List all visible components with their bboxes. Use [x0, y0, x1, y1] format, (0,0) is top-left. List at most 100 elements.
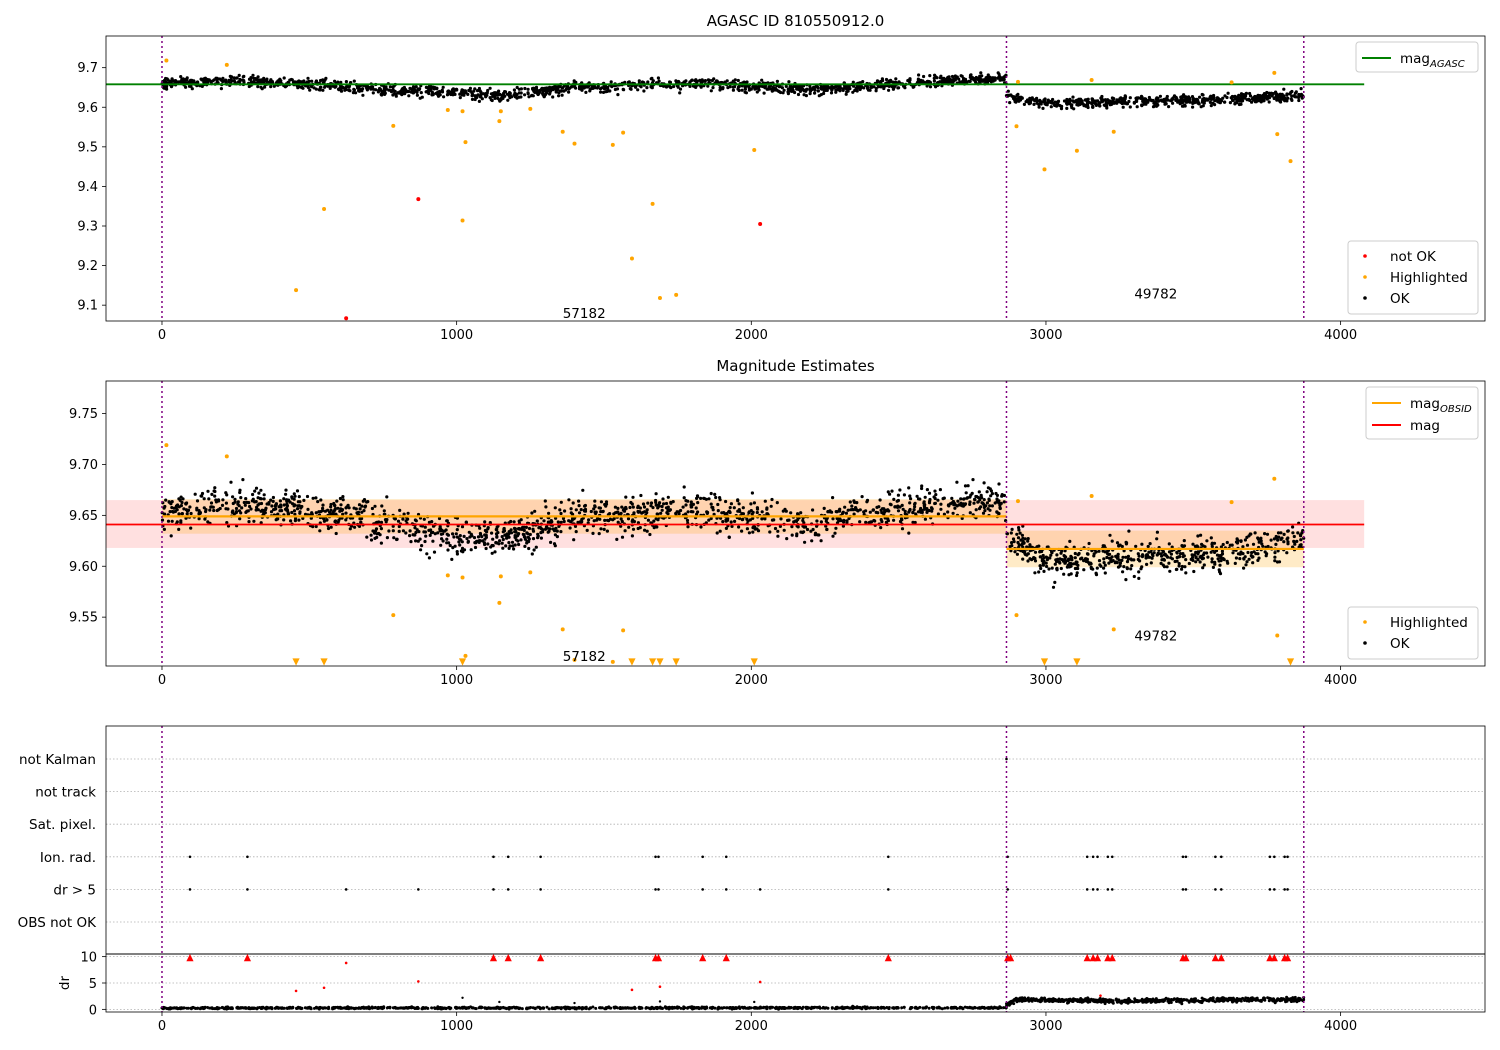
estimates-ok-point [1038, 564, 1042, 568]
flag-point [1273, 855, 1276, 859]
estimates-ok-point [1249, 554, 1253, 558]
estimates-ok-point [519, 518, 523, 522]
agasc-ok-point [927, 80, 931, 84]
estimates-ok-point [968, 511, 972, 515]
estimates-ok-point [995, 493, 1000, 497]
agasc-ok-point [957, 77, 961, 81]
estimates-ok-point [1072, 562, 1076, 566]
estimates-ok-point [585, 528, 589, 533]
estimates-ok-point [628, 505, 632, 510]
estimates-ok-point [252, 519, 256, 523]
estimates-ok-point [689, 510, 694, 514]
agasc-ok-point [1135, 105, 1139, 109]
estimates-ok-point [946, 510, 950, 514]
agasc-ytick-label: 9.6 [77, 101, 98, 116]
estimates-ok-point [724, 526, 729, 531]
estimates-ok-point [292, 492, 296, 496]
estimates-ok-point [778, 524, 783, 529]
agasc-ok-point [195, 80, 200, 84]
agasc-ok-point [1239, 102, 1243, 106]
estimates-ok-point [1196, 534, 1200, 538]
estimates-below-range-marker [648, 658, 657, 666]
estimates-highlighted-point [560, 627, 565, 632]
estimates-ok-point [516, 533, 520, 537]
estimates-ok-point [504, 544, 508, 548]
estimates-ok-point [1273, 559, 1277, 563]
estimates-below-range-marker [1286, 658, 1295, 666]
agasc-ok-point [519, 87, 524, 91]
estimates-ok-point [458, 543, 462, 547]
estimates-ok-point [874, 510, 878, 514]
agasc-ok-point [777, 90, 781, 94]
estimates-ok-point [206, 520, 210, 524]
estimates-ok-point [460, 540, 464, 544]
estimates-ok-point [622, 509, 627, 513]
agasc-ok-point [744, 91, 749, 95]
flag-point [1283, 855, 1286, 859]
estimates-ok-point [177, 512, 181, 516]
estimates-ok-point [414, 519, 418, 523]
estimates-ok-point [1050, 550, 1054, 554]
estimates-ok-point [749, 502, 753, 506]
estimates-ok-point [1067, 573, 1071, 577]
estimates-ok-point [696, 501, 700, 505]
agasc-ok-point [227, 78, 231, 82]
estimates-ok-point [1272, 537, 1276, 541]
agasc-ok-point [928, 74, 932, 78]
agasc-ok-point [538, 90, 542, 94]
estimates-ok-point [825, 516, 829, 521]
agasc-ok-point [884, 77, 889, 82]
estimates-ok-point [568, 526, 572, 530]
estimates-ok-point [632, 511, 636, 515]
agasc-ok-point [707, 78, 712, 82]
agasc-ok-point [584, 90, 588, 94]
agasc-ok-point [1037, 105, 1041, 109]
estimates-ok-point [282, 503, 286, 507]
agasc-ok-point [391, 93, 395, 97]
agasc-ok-point [961, 78, 966, 83]
estimates-ok-point [251, 492, 255, 497]
agasc-ok-point [1290, 98, 1294, 102]
estimates-ok-point [608, 511, 612, 516]
agasc-ok-point [352, 79, 356, 83]
agasc-ok-point [1165, 94, 1169, 99]
estimates-ok-point [985, 501, 990, 505]
estimates-ok-point [202, 497, 206, 501]
estimates-ok-point [404, 519, 408, 523]
estimates-ok-point [747, 531, 752, 535]
estimates-ok-point [810, 539, 814, 543]
agasc-ok-point [1120, 101, 1124, 106]
estimates-ok-point [901, 507, 905, 511]
agasc-ok-point [440, 90, 445, 94]
estimates-ok-point [1252, 550, 1256, 554]
estimates-ok-point [888, 502, 892, 506]
estimates-ok-point [483, 520, 487, 524]
estimates-ok-point [677, 510, 681, 514]
agasc-ok-point [709, 89, 713, 93]
agasc-ok-point [710, 78, 715, 83]
agasc-ok-point [736, 78, 740, 83]
agasc-ok-point [1208, 100, 1212, 104]
estimates-ok-point [1115, 541, 1120, 545]
estimates-ytick-label: 9.75 [69, 407, 98, 422]
agasc-ok-point [1206, 98, 1210, 102]
estimates-ok-point [684, 503, 688, 507]
estimates-ok-point [484, 533, 488, 538]
agasc-ok-point [1237, 93, 1241, 97]
agasc-ok-point [964, 79, 968, 83]
estimates-ok-point [942, 512, 947, 516]
estimates-ok-point [763, 517, 767, 521]
estimates-ok-point [970, 491, 974, 495]
estimates-ok-point [1042, 556, 1046, 560]
estimates-ok-point [466, 540, 470, 544]
estimates-ok-point [321, 506, 325, 510]
estimates-ok-point [830, 510, 834, 514]
agasc-ok-point [642, 89, 646, 93]
agasc-ok-point [269, 78, 273, 82]
estimates-ok-point [1242, 557, 1246, 561]
estimates-ok-point [1103, 571, 1107, 575]
agasc-ok-point [1053, 100, 1057, 104]
estimates-ok-point [1150, 556, 1154, 560]
estimates-ok-point [850, 504, 854, 508]
estimates-legend-subscript: OBSID [1440, 404, 1472, 415]
